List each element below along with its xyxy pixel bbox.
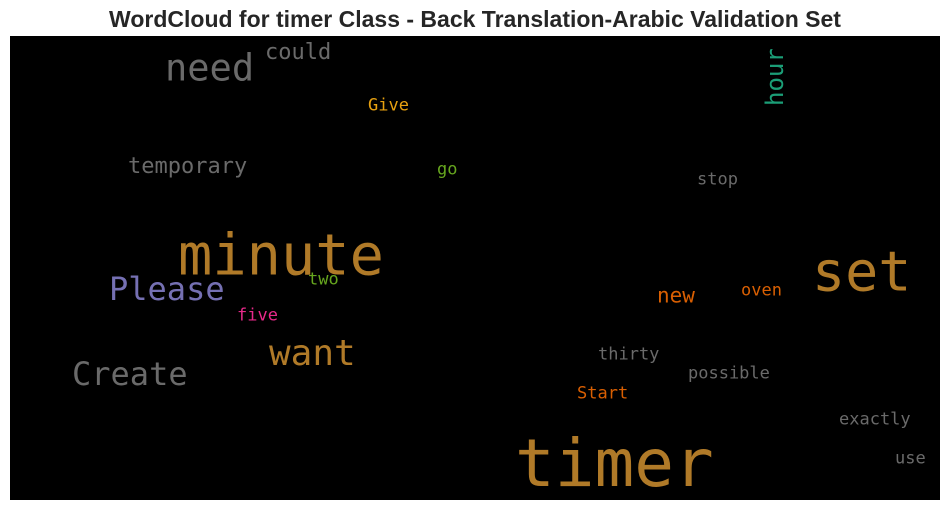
word-cloud-canvas: timer minute set want need Please Create… [10,36,940,500]
word-could: could [265,40,332,65]
chart-title: WordCloud for timer Class - Back Transla… [109,6,841,32]
word-two: two [308,269,339,290]
word-set: set [812,239,912,304]
word-temporary: temporary [128,154,248,179]
word-new: new [657,283,695,308]
word-give: Give [368,95,409,116]
word-create: Create [72,355,188,393]
word-stop: stop [697,169,738,190]
word-need: need [165,46,255,90]
word-oven: oven [741,280,782,301]
word-minute: minute [178,222,384,289]
word-please: Please [109,270,225,308]
word-timer: timer [515,425,714,500]
word-start: Start [577,383,629,404]
word-five: five [237,305,278,326]
word-use: use [895,448,926,469]
word-possible: possible [688,363,770,384]
word-go: go [437,159,458,180]
word-hour: hour [761,48,789,106]
word-exactly: exactly [839,409,911,430]
word-thirty: thirty [598,344,660,365]
word-want: want [269,333,356,374]
